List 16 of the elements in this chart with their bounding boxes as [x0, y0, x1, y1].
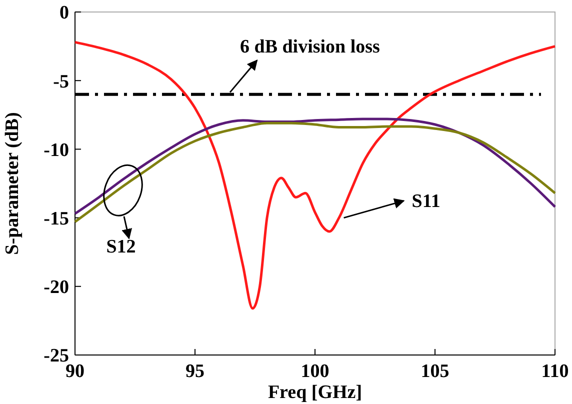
y-tick-label: -5: [53, 71, 69, 92]
line-series: [74, 40, 556, 310]
x-tick-label: 90: [66, 361, 84, 382]
y-axis-title: S-parameter (dB): [2, 112, 23, 255]
x-tick-label: 105: [420, 361, 450, 382]
x-axis-title: Freq [GHz]: [268, 382, 362, 403]
y-tick-label: 0: [60, 2, 69, 24]
x-tick-label: 100: [300, 361, 330, 382]
x-tick-label: 110: [541, 361, 569, 382]
x-tick-label: 95: [186, 361, 204, 382]
annotation: S11: [412, 190, 440, 212]
y-tick-label: -10: [44, 140, 69, 161]
y-tick-label: -20: [44, 277, 69, 298]
ref-line-label: 6 dB division loss: [240, 36, 380, 58]
annotation: S12: [106, 236, 136, 258]
y-tick-label: -15: [44, 208, 69, 230]
